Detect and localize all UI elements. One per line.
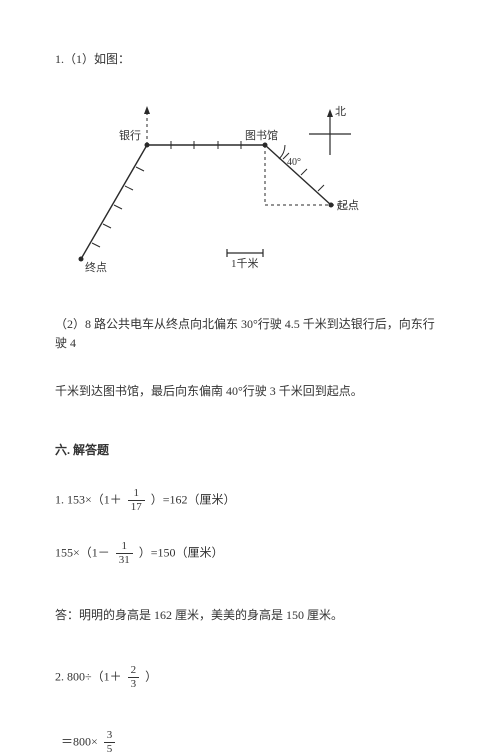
p1-line2-pre: 155×（1－: [55, 545, 110, 559]
q1-part1-label: 1.（1）如图：: [55, 50, 445, 69]
q1-part2-line2: 千米到达图书馆，最后向东偏南 40°行驶 3 千米回到起点。: [55, 382, 445, 401]
q1-part1-text: 1.（1）如图：: [55, 52, 130, 66]
p2-line1-pre: 2. 800÷（1＋: [55, 669, 122, 683]
fraction-1-17: 1 17: [128, 488, 145, 513]
p2-line1: 2. 800÷（1＋ 2 3 ）: [55, 665, 445, 690]
scale-label: 1千米: [231, 257, 259, 270]
p1-line1-post: ）=162（厘米）: [151, 492, 236, 506]
q1-part2-text1: （2）8 路公共电车从终点向北偏东 30°行驶 4.5 千米到达银行后，向东行驶…: [55, 317, 435, 350]
p1-line1: 1. 153×（1＋ 1 17 ）=162（厘米）: [55, 488, 445, 513]
library-label: 图书馆: [245, 128, 278, 142]
fraction-1-31: 1 31: [116, 541, 133, 566]
ticks-segment1: [92, 167, 144, 247]
p1-answer: 答：明明的身高是 162 厘米，美美的身高是 150 厘米。: [55, 606, 445, 625]
frac-num: 3: [104, 730, 116, 743]
diagram-svg: 北 40°: [55, 103, 365, 283]
q1-part2-line1: （2）8 路公共电车从终点向北偏东 30°行驶 4.5 千米到达银行后，向东行驶…: [55, 315, 445, 353]
p1-line2-post: ）=150（厘米）: [139, 545, 224, 559]
compass-label: 北: [335, 105, 346, 118]
frac-num: 1: [128, 488, 145, 501]
frac-den: 17: [128, 501, 145, 513]
p2-line2: ＝800× 3 5: [55, 730, 445, 755]
angle-label: 40°: [287, 157, 301, 168]
frac-num: 1: [116, 541, 133, 554]
frac-num: 2: [128, 665, 140, 678]
angle-arc: [279, 145, 285, 159]
bank-label: 银行: [119, 128, 141, 142]
fraction-2-3: 2 3: [128, 665, 140, 690]
frac-den: 5: [104, 743, 116, 755]
start-label: 起点: [337, 199, 359, 212]
frac-den: 3: [128, 678, 140, 690]
p1-line2: 155×（1－ 1 31 ）=150（厘米）: [55, 541, 445, 566]
p2-line1-post: ）: [145, 669, 157, 683]
section-6-text: 六. 解答题: [55, 443, 109, 457]
fraction-3-5: 3 5: [104, 730, 116, 755]
p1-answer-text: 答：明明的身高是 162 厘米，美美的身高是 150 厘米。: [55, 608, 343, 622]
p1-line1-pre: 1. 153×（1＋: [55, 492, 122, 506]
section-6-heading: 六. 解答题: [55, 441, 445, 460]
frac-den: 31: [116, 554, 133, 566]
q1-part2-text2: 千米到达图书馆，最后向东偏南 40°行驶 3 千米回到起点。: [55, 384, 363, 398]
end-label: 终点: [85, 260, 107, 274]
p2-line2-pre: ＝800×: [61, 734, 98, 748]
route-diagram: 北 40°: [55, 103, 365, 283]
scale-bar: [227, 249, 263, 257]
bank-north-arrow: [144, 106, 150, 114]
